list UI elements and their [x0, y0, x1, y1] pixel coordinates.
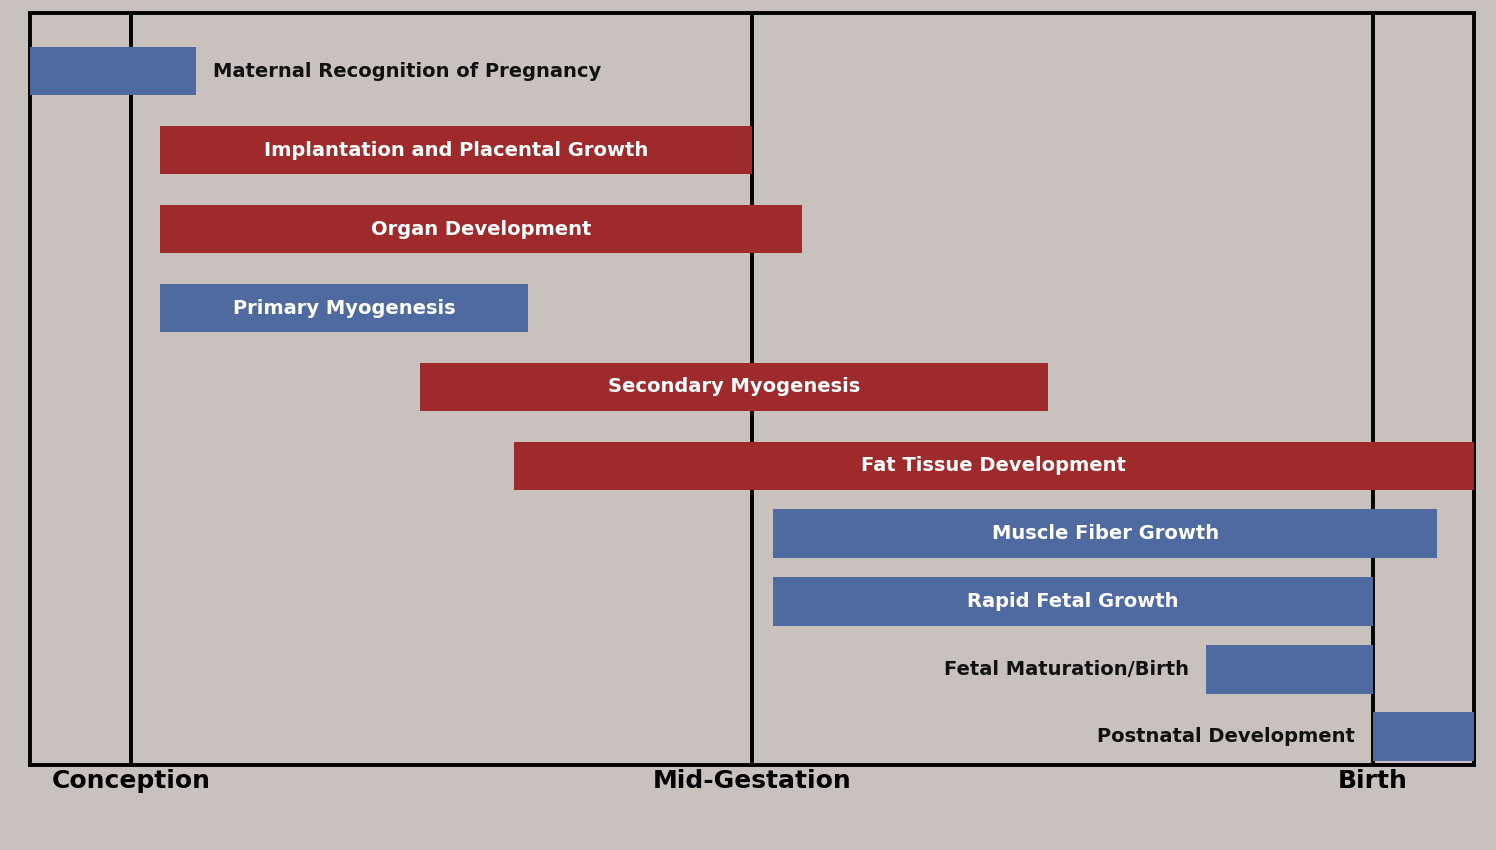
- Bar: [773, 577, 1372, 626]
- Text: Implantation and Placental Growth: Implantation and Placental Growth: [263, 140, 648, 160]
- Text: Muscle Fiber Growth: Muscle Fiber Growth: [992, 524, 1219, 543]
- Bar: [160, 205, 802, 253]
- Bar: [513, 441, 1474, 490]
- Bar: [160, 284, 528, 332]
- Bar: [773, 509, 1438, 558]
- Text: Fat Tissue Development: Fat Tissue Development: [862, 456, 1126, 475]
- Bar: [30, 47, 196, 95]
- Bar: [160, 126, 751, 174]
- Text: Maternal Recognition of Pregnancy: Maternal Recognition of Pregnancy: [214, 61, 601, 81]
- Text: Mid-Gestation: Mid-Gestation: [652, 769, 851, 793]
- Bar: [1206, 644, 1372, 694]
- Text: Conception: Conception: [51, 769, 211, 793]
- Text: Secondary Myogenesis: Secondary Myogenesis: [607, 377, 860, 396]
- Text: Birth: Birth: [1337, 769, 1408, 793]
- Text: Fetal Maturation/Birth: Fetal Maturation/Birth: [944, 660, 1189, 678]
- Text: Rapid Fetal Growth: Rapid Fetal Growth: [968, 592, 1179, 611]
- Text: Organ Development: Organ Development: [371, 219, 591, 239]
- Text: Primary Myogenesis: Primary Myogenesis: [232, 298, 455, 318]
- Bar: [420, 363, 1047, 411]
- Bar: [1372, 712, 1474, 762]
- Text: Postnatal Development: Postnatal Development: [1097, 728, 1355, 746]
